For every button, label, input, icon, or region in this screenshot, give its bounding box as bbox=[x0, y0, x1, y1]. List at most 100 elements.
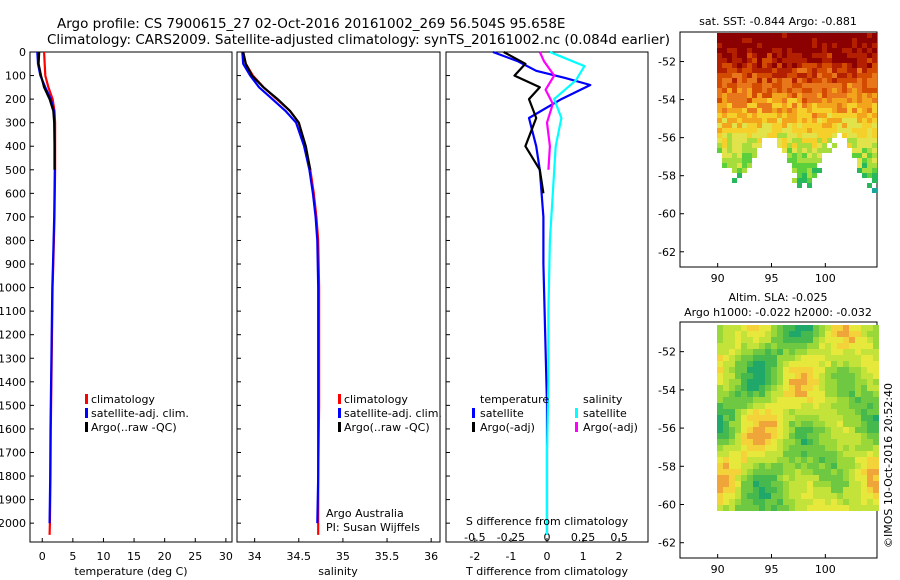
sla-map-cell bbox=[735, 367, 741, 373]
sla-map-cell bbox=[813, 349, 819, 355]
sst-map-cell bbox=[827, 48, 832, 53]
sst-map-cell bbox=[807, 98, 812, 103]
sst-map-cell bbox=[802, 148, 807, 153]
sst-map-cell bbox=[827, 53, 832, 58]
sla-map-lat-tick-label: -58 bbox=[658, 460, 676, 473]
sst-map-cell bbox=[857, 153, 862, 158]
sst-map-cell bbox=[772, 128, 777, 133]
sla-map-cell bbox=[837, 409, 843, 415]
sla-map-cell bbox=[849, 403, 855, 409]
sst-map-cell bbox=[727, 78, 732, 83]
sla-map-cell bbox=[813, 487, 819, 493]
sla-map-cell bbox=[855, 487, 861, 493]
depth-tick-label: 2000 bbox=[0, 517, 26, 530]
sst-map-cell bbox=[852, 83, 857, 88]
sst-map-cell bbox=[762, 58, 767, 63]
sla-map-cell bbox=[777, 349, 783, 355]
sst-map-cell bbox=[852, 133, 857, 138]
sst-map-cell bbox=[792, 168, 797, 173]
sst-map-cell bbox=[737, 63, 742, 68]
legend-swatch-climatology bbox=[85, 394, 88, 404]
sla-map-cell bbox=[795, 391, 801, 397]
sla-map-cell bbox=[771, 415, 777, 421]
sst-map-cell bbox=[782, 108, 787, 113]
sst-map-cell bbox=[852, 103, 857, 108]
sst-map-cell bbox=[797, 168, 802, 173]
sst-map-cell bbox=[732, 123, 737, 128]
sst-map-cell bbox=[802, 133, 807, 138]
sst-map-cell bbox=[727, 68, 732, 73]
sst-map-cell bbox=[772, 98, 777, 103]
sst-map-panel: sat. SST: -0.844 Argo: -0.881 -52-54-56-… bbox=[658, 15, 878, 285]
sla-map-cell bbox=[789, 355, 795, 361]
sla-map-cell bbox=[825, 451, 831, 457]
sla-map-cell bbox=[873, 355, 879, 361]
sla-map-cell bbox=[765, 325, 771, 331]
sla-map-cell bbox=[813, 427, 819, 433]
sla-map-cell bbox=[723, 427, 729, 433]
sst-map-cell bbox=[857, 48, 862, 53]
sla-map-cell bbox=[753, 397, 759, 403]
sla-map-cell bbox=[783, 325, 789, 331]
sst-map-cell bbox=[792, 73, 797, 78]
sla-map-cell bbox=[771, 397, 777, 403]
sst-map-cell bbox=[782, 48, 787, 53]
sla-map-cell bbox=[801, 445, 807, 451]
sla-map-cell bbox=[783, 463, 789, 469]
sst-map-cell bbox=[812, 153, 817, 158]
sst-map-cell bbox=[757, 143, 762, 148]
sla-map-cell bbox=[819, 337, 825, 343]
sst-map-cell bbox=[732, 48, 737, 53]
sst-map-cell bbox=[817, 38, 822, 43]
sst-map-cell bbox=[837, 48, 842, 53]
sst-map-cell bbox=[722, 73, 727, 78]
sst-map-cell bbox=[827, 58, 832, 63]
sla-map-cell bbox=[825, 337, 831, 343]
sst-map-cell bbox=[717, 133, 722, 138]
sla-map-cell bbox=[819, 403, 825, 409]
sla-map-cell bbox=[849, 451, 855, 457]
sst-map-cell bbox=[862, 68, 867, 73]
sst-map-cell bbox=[872, 93, 877, 98]
sst-map-cell bbox=[792, 123, 797, 128]
sst-map-cell bbox=[867, 53, 872, 58]
sst-map-cell bbox=[732, 143, 737, 148]
sla-map-cell bbox=[747, 391, 753, 397]
salinity-legend: climatology satellite-adj. clim. Argo(..… bbox=[338, 393, 442, 434]
sst-map-cell bbox=[822, 123, 827, 128]
sla-map-cell bbox=[861, 457, 867, 463]
sst-map-cell bbox=[837, 93, 842, 98]
sla-map-cell bbox=[765, 367, 771, 373]
depth-tick-label: 1200 bbox=[0, 329, 26, 342]
sla-map-cell bbox=[783, 433, 789, 439]
sla-map-cell bbox=[873, 331, 879, 337]
sla-map-cell bbox=[813, 415, 819, 421]
sla-map-cell bbox=[795, 499, 801, 505]
sla-map-cell bbox=[723, 415, 729, 421]
sst-map-cell bbox=[857, 33, 862, 38]
sla-map-cell bbox=[735, 439, 741, 445]
sst-map-cell bbox=[737, 113, 742, 118]
sla-map-cell bbox=[825, 343, 831, 349]
sla-map-cell bbox=[837, 457, 843, 463]
sst-map-cell bbox=[717, 83, 722, 88]
sla-map-cell bbox=[789, 379, 795, 385]
sla-map-cell bbox=[813, 493, 819, 499]
sst-map-cell bbox=[842, 43, 847, 48]
sla-map-cell bbox=[861, 463, 867, 469]
sla-map-cell bbox=[747, 415, 753, 421]
sst-map-cell bbox=[872, 173, 877, 178]
sst-map-cell bbox=[787, 33, 792, 38]
sla-map-cell bbox=[837, 385, 843, 391]
sst-map-cell bbox=[752, 88, 757, 93]
sla-map-cell bbox=[717, 367, 723, 373]
sst-map-cell bbox=[807, 83, 812, 88]
sla-map-cell bbox=[855, 337, 861, 343]
sla-map-cell bbox=[831, 487, 837, 493]
sst-map-cell bbox=[772, 123, 777, 128]
sst-map-cell bbox=[872, 123, 877, 128]
sst-map-cell bbox=[777, 63, 782, 68]
sla-map-cell bbox=[771, 361, 777, 367]
sst-map-cell bbox=[747, 138, 752, 143]
sst-map-cell bbox=[847, 73, 852, 78]
